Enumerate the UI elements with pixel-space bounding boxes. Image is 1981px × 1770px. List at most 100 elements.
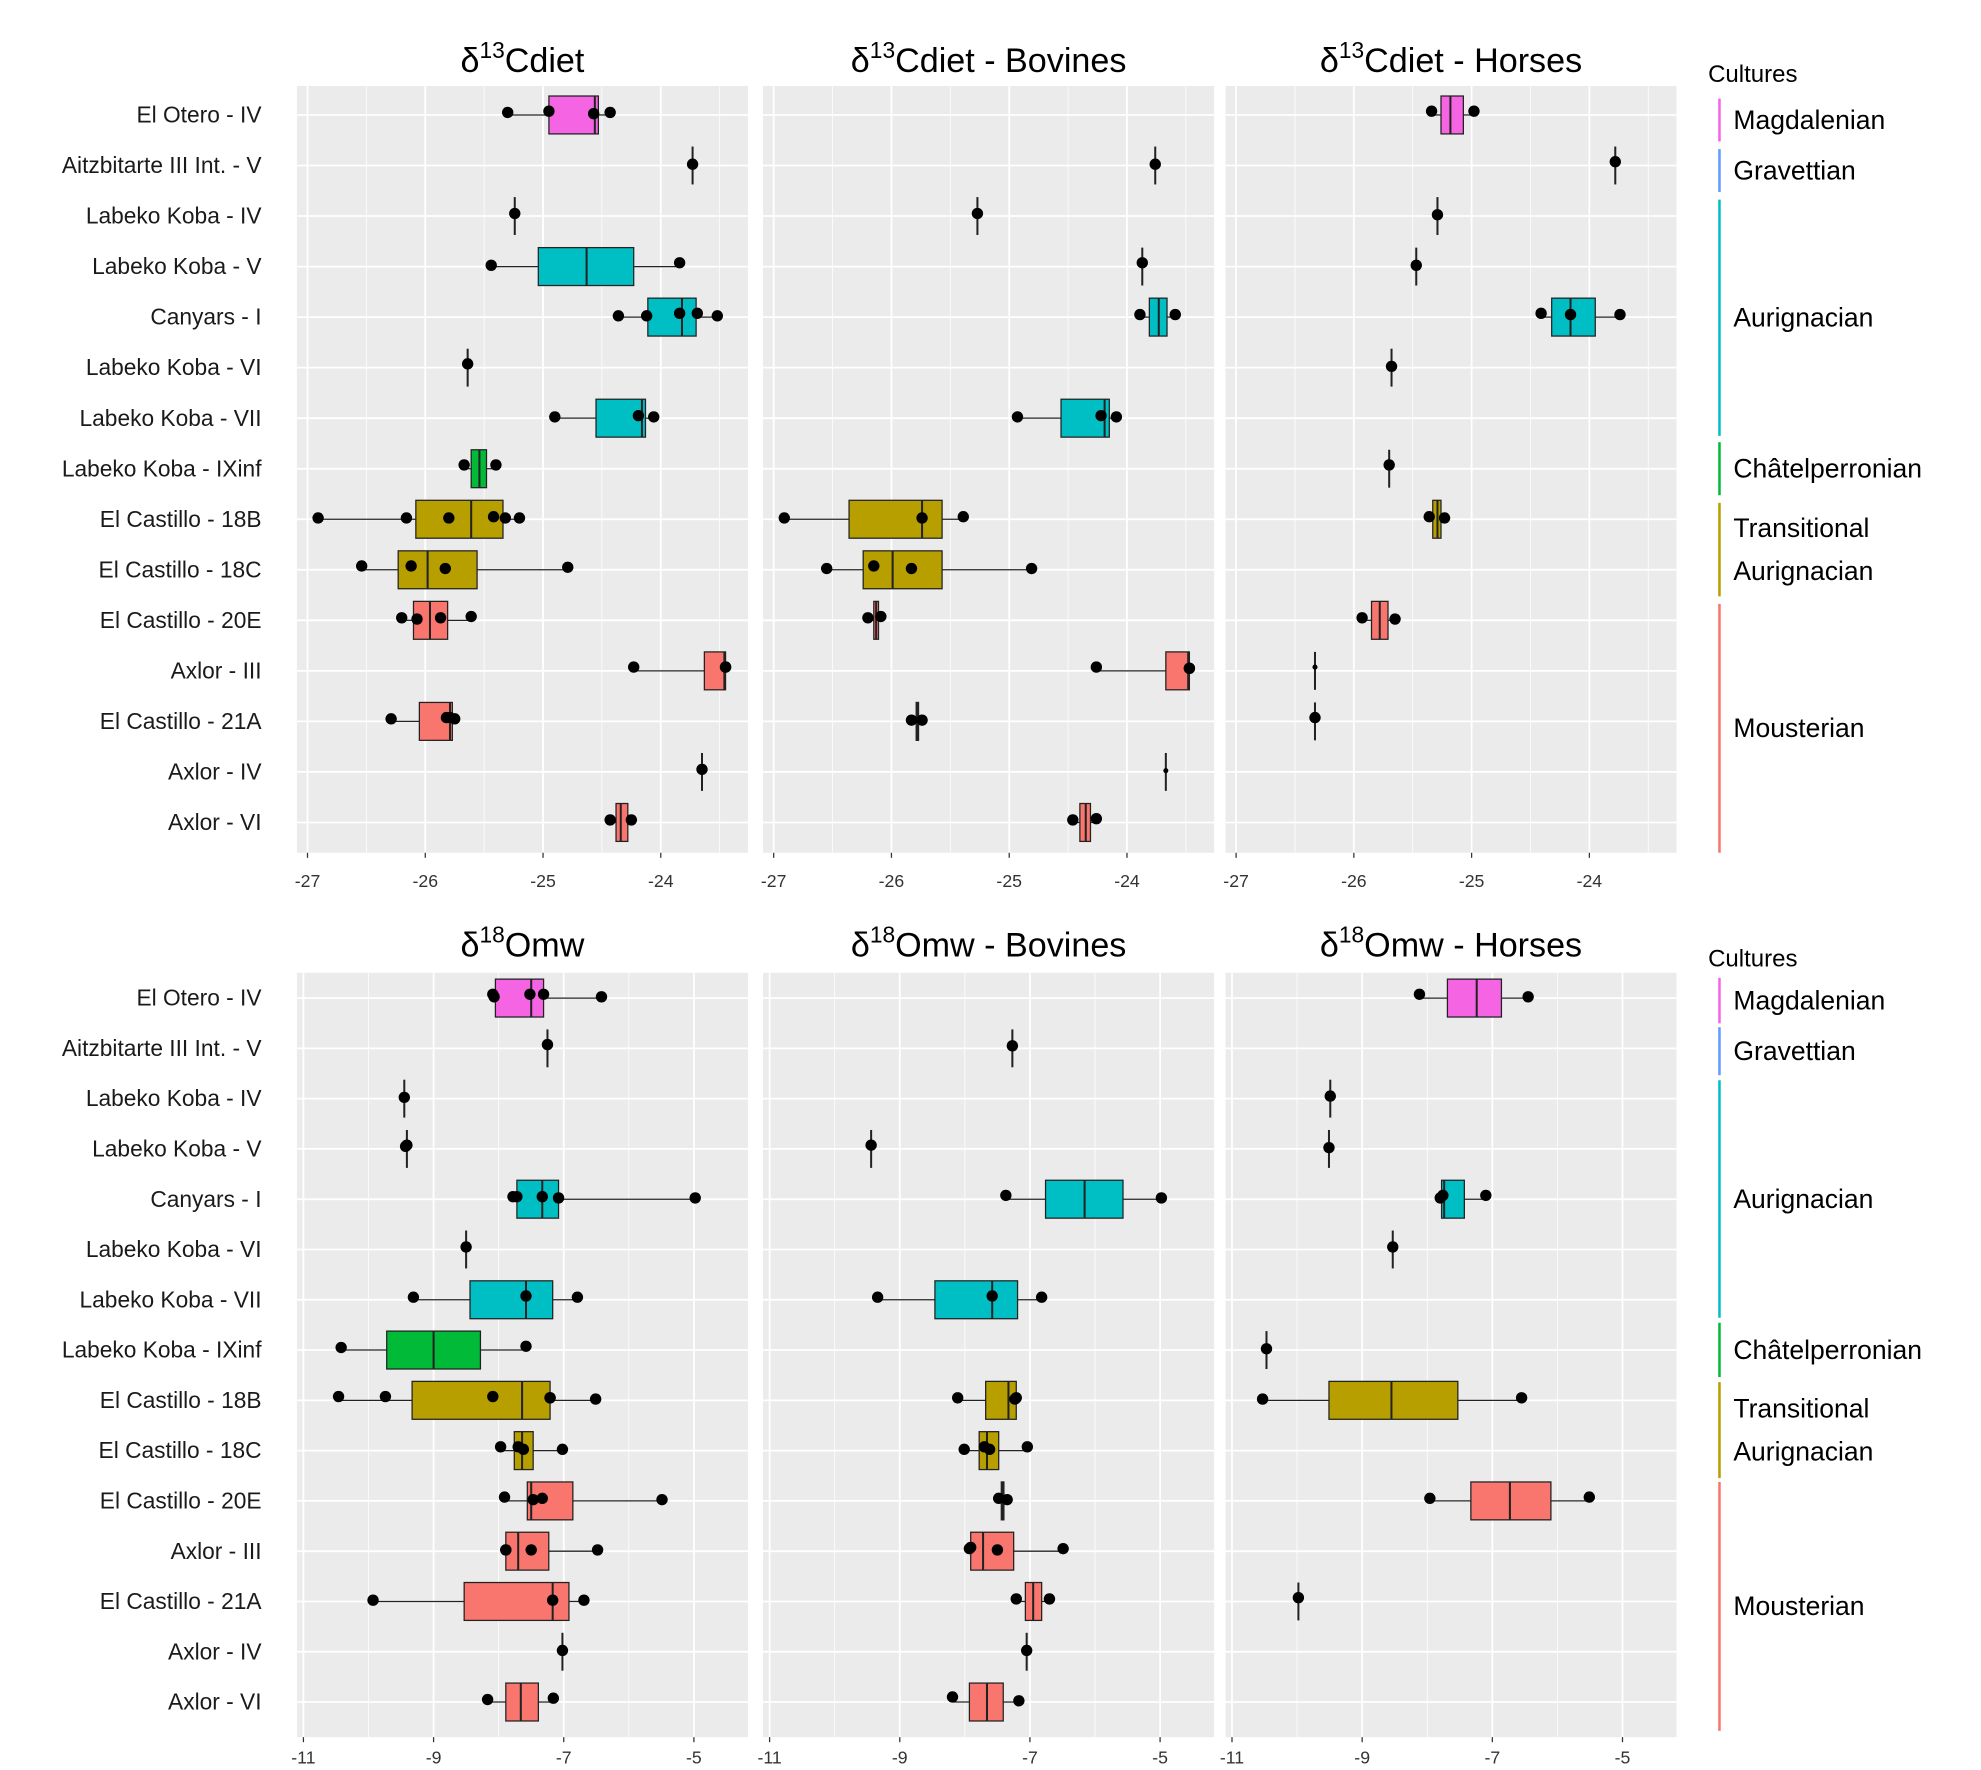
data-point	[1010, 1593, 1022, 1605]
y-axis-label: El Otero - IV	[136, 985, 262, 1011]
legend-label: Gravettian	[1733, 155, 1855, 185]
panel-4: -11 -9 -7 -5 δ18Omw El Otero - IV Aitzbitarte …	[62, 921, 748, 1768]
data-point	[465, 610, 477, 623]
y-axis-label: Labeko Koba - VII	[80, 405, 262, 431]
box-row	[1163, 752, 1169, 791]
data-point	[556, 1644, 569, 1657]
data-point	[1001, 1493, 1013, 1506]
box	[494, 978, 545, 1018]
panel-2: -27 -26 -25 -24 δ13Cdiet - Bovines	[761, 37, 1215, 891]
data-point	[494, 1441, 507, 1453]
data-point	[1149, 158, 1161, 170]
data-point	[1389, 613, 1401, 625]
box-row	[502, 95, 616, 135]
data-point	[862, 612, 874, 624]
panel-title: δ13Cdiet	[460, 37, 584, 80]
box-row	[1090, 651, 1196, 691]
data-point	[513, 512, 526, 524]
box-row	[1067, 802, 1103, 843]
data-point	[983, 1443, 996, 1456]
box-row	[507, 1179, 701, 1219]
x-tick-label: -7	[1484, 1748, 1500, 1768]
data-point	[628, 661, 640, 673]
data-point	[1021, 1441, 1034, 1453]
y-axis-label: Canyars - I	[150, 304, 261, 330]
box-row	[696, 752, 708, 791]
y-axis-label: Aitzbitarte III Int. - V	[62, 152, 262, 178]
box-row	[335, 1330, 532, 1370]
data-point	[1609, 156, 1621, 168]
x-tick-label: -25	[530, 871, 556, 891]
data-point	[1312, 664, 1318, 670]
box-row	[905, 701, 928, 741]
box-row	[1425, 95, 1480, 135]
data-point	[1010, 1392, 1022, 1404]
y-axis-label: Labeko Koba - VI	[86, 354, 262, 380]
data-point	[686, 158, 699, 170]
data-point	[1043, 1593, 1056, 1605]
data-point	[1025, 562, 1038, 575]
box-row	[1609, 146, 1621, 185]
legend-top: Cultures Magdalenian Gravettian Aurignacian…	[1708, 61, 1922, 853]
x-tick-label: -7	[556, 1748, 572, 1768]
legend-label: Châtelperronian	[1733, 454, 1922, 484]
data-point	[1057, 1542, 1069, 1555]
x-tick-label: -9	[892, 1748, 908, 1768]
data-point	[971, 207, 984, 220]
data-point	[571, 1291, 584, 1303]
y-axis-label: El Castillo - 20E	[100, 607, 262, 633]
data-point	[488, 991, 500, 1003]
y-axis-label: Axlor - III	[171, 657, 262, 683]
data-point	[1614, 308, 1626, 321]
box-row	[1413, 978, 1534, 1018]
x-tick-label: -24	[1114, 871, 1140, 891]
data-point	[517, 1443, 530, 1456]
box-row	[458, 449, 502, 489]
box-row	[487, 978, 608, 1018]
data-point	[1011, 411, 1024, 423]
box-row	[461, 348, 474, 387]
data-point	[434, 612, 447, 624]
panel-title: δ18Omw - Bovines	[851, 921, 1127, 964]
data-point	[487, 511, 500, 523]
box-row	[686, 146, 699, 185]
data-point	[865, 1139, 877, 1151]
data-point	[443, 512, 455, 524]
data-point	[1324, 1090, 1336, 1102]
y-axis-label: Labeko Koba - IV	[86, 203, 263, 229]
x-tick-label: -7	[1022, 1748, 1038, 1768]
legend-label: Châtelperronian	[1733, 1335, 1922, 1365]
data-point	[1309, 711, 1321, 724]
data-point	[485, 259, 497, 271]
data-point	[1136, 257, 1148, 269]
data-point	[449, 713, 461, 725]
panel-6: -11 -9 -7 -5 δ18Omw - Horses	[1220, 921, 1677, 1768]
box-row	[1383, 449, 1395, 488]
box	[647, 297, 697, 337]
x-tick-label: -9	[1354, 1748, 1370, 1768]
box-row	[407, 1280, 584, 1320]
data-point	[1522, 991, 1534, 1003]
data-point	[520, 1290, 532, 1302]
x-tick-label: -25	[1459, 871, 1485, 891]
data-point	[385, 713, 397, 725]
data-point	[1006, 1040, 1019, 1052]
box	[848, 499, 943, 539]
data-point	[400, 512, 413, 524]
box	[615, 802, 629, 843]
legend-title: Cultures	[1708, 61, 1797, 88]
data-point	[549, 411, 561, 423]
panel-title: δ18Omw	[460, 921, 584, 964]
y-axis-label: El Castillo - 20E	[100, 1487, 262, 1513]
data-point	[439, 562, 451, 575]
box-row	[1020, 1632, 1033, 1671]
box-row	[1535, 297, 1626, 337]
box-row	[1324, 1079, 1336, 1118]
box-row	[1149, 146, 1161, 185]
box-row	[385, 701, 461, 741]
data-point	[871, 1291, 884, 1303]
box-row	[355, 550, 574, 590]
legend-title: Cultures	[1708, 945, 1797, 972]
data-point	[527, 1493, 539, 1506]
